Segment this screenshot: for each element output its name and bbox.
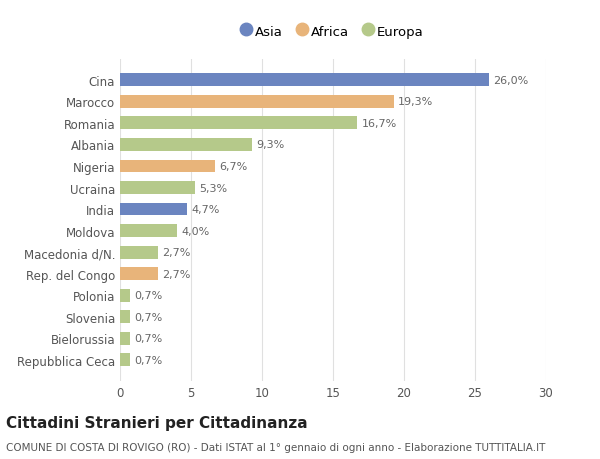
Text: 5,3%: 5,3% [200, 183, 227, 193]
Bar [120, 353, 130, 366]
Bar [120, 224, 177, 237]
Text: 4,7%: 4,7% [191, 205, 220, 214]
Text: 0,7%: 0,7% [134, 333, 163, 343]
Bar [120, 74, 489, 87]
Bar [120, 289, 130, 302]
Bar [120, 117, 357, 130]
Text: 0,7%: 0,7% [134, 355, 163, 365]
Legend: Asia, Africa, Europa: Asia, Africa, Europa [239, 21, 427, 43]
Text: 9,3%: 9,3% [256, 140, 284, 150]
Text: 2,7%: 2,7% [163, 247, 191, 257]
Text: 0,7%: 0,7% [134, 291, 163, 301]
Text: 6,7%: 6,7% [220, 162, 248, 172]
Text: 19,3%: 19,3% [398, 97, 434, 107]
Text: 4,0%: 4,0% [181, 226, 209, 236]
Bar [120, 246, 158, 259]
Bar [120, 311, 130, 324]
Bar [120, 268, 158, 280]
Text: 16,7%: 16,7% [361, 119, 397, 129]
Bar [120, 139, 252, 151]
Bar [120, 182, 195, 195]
Text: COMUNE DI COSTA DI ROVIGO (RO) - Dati ISTAT al 1° gennaio di ogni anno - Elabora: COMUNE DI COSTA DI ROVIGO (RO) - Dati IS… [6, 442, 545, 452]
Text: 26,0%: 26,0% [493, 76, 529, 86]
Bar [120, 332, 130, 345]
Bar [120, 96, 394, 109]
Text: 0,7%: 0,7% [134, 312, 163, 322]
Text: Cittadini Stranieri per Cittadinanza: Cittadini Stranieri per Cittadinanza [6, 415, 308, 431]
Bar [120, 160, 215, 173]
Text: 2,7%: 2,7% [163, 269, 191, 279]
Bar [120, 203, 187, 216]
